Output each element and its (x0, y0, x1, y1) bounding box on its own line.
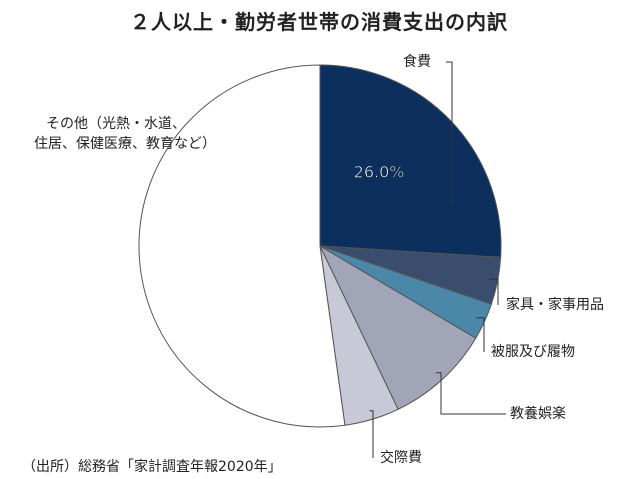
slice-label-line-1: 住居、保健医療、教育など） (34, 135, 216, 152)
pie-slice-3 (318, 244, 477, 410)
slice-label-0: 食費 (403, 53, 431, 70)
source-note: （出所）総務省「家計調査年報2020年」 (22, 459, 282, 475)
leader-line-3 (436, 372, 506, 415)
leader-line-2 (476, 317, 485, 352)
slice-label-line-0: その他（光熱・水道、 (46, 116, 186, 132)
pie-slice-0 (319, 64, 502, 258)
leader-line-4 (369, 410, 374, 458)
leader-line-1 (488, 278, 499, 305)
leader-lines (369, 61, 506, 458)
chart-title: ２人以上・勤労者世帯の消費支出の内訳 (130, 10, 508, 34)
slice-value-label-0: 26.0% (354, 163, 405, 182)
pie-slices (138, 64, 502, 428)
slice-label-2: 被服及び履物 (491, 344, 575, 360)
slice-label-1: 家具・家事用品 (506, 296, 604, 313)
slice-label-3: 教養娯楽 (510, 405, 566, 422)
slice-label-5: その他（光熱・水道、住居、保健医療、教育など） (34, 116, 216, 152)
slice-label-4: 交際費 (380, 449, 422, 466)
leader-line-0 (446, 61, 453, 205)
pie-slice-5 (138, 64, 346, 428)
